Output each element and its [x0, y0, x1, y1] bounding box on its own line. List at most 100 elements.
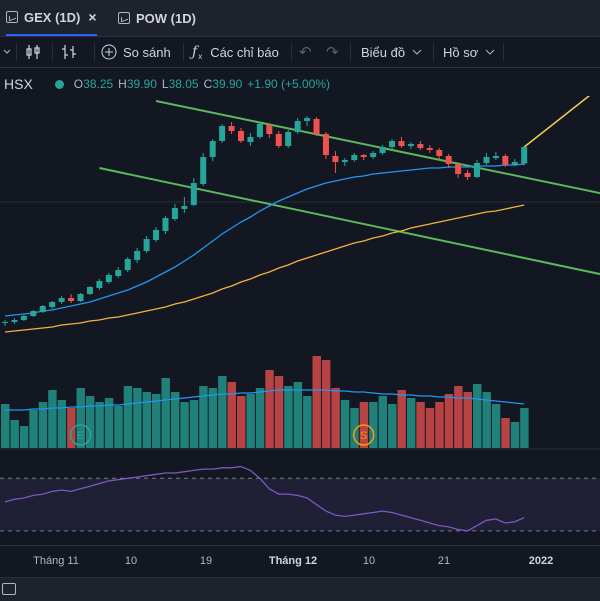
- chart-layout-label: Biểu đồ: [361, 44, 406, 60]
- indicators-label: Các chỉ báo: [210, 44, 279, 60]
- bottom-bar: [0, 577, 600, 601]
- volume-bar: [435, 402, 444, 448]
- plus-circle-icon: [101, 44, 117, 60]
- exchange-label: HSX: [4, 76, 33, 92]
- candle-body: [171, 208, 178, 219]
- undo-icon[interactable]: ↶: [299, 44, 312, 61]
- volume-bar: [388, 404, 397, 448]
- toolbar-divider: [503, 43, 504, 61]
- oscillator-band: [0, 478, 600, 531]
- market-status-dot: [54, 79, 64, 89]
- toolbar: So sánh ƒ x Các chỉ báo ↶ ↷ Biểu đồ Hồ s…: [0, 37, 600, 68]
- candle-body: [455, 164, 462, 174]
- volume-bar: [350, 408, 359, 448]
- candles-style-icon[interactable]: [24, 37, 42, 67]
- close-icon[interactable]: ×: [88, 9, 97, 25]
- candle-body: [143, 239, 150, 251]
- chart-layout-button[interactable]: Biểu đồ: [361, 37, 423, 67]
- candle-body: [370, 153, 377, 157]
- volume-bar: [29, 410, 38, 448]
- oscillator-line: [4, 465, 525, 532]
- high-label: H: [118, 77, 127, 91]
- candle-body: [483, 157, 490, 163]
- change-value: +1.90 (+5.00%): [247, 77, 331, 91]
- candle-body: [332, 156, 339, 162]
- volume-bar: [85, 396, 95, 448]
- candle-body: [2, 322, 8, 323]
- volume-bar: [473, 384, 482, 448]
- calendar-icon[interactable]: [2, 583, 16, 595]
- candle-body: [426, 148, 433, 150]
- fast-moving-average-line: [4, 163, 525, 317]
- candle-body: [351, 155, 358, 160]
- indicators-button[interactable]: ƒ x Các chỉ báo: [192, 37, 279, 67]
- compare-button[interactable]: So sánh: [100, 37, 171, 67]
- candle-body: [313, 119, 320, 134]
- volume-bar: [501, 418, 510, 448]
- slow-moving-average-line: [4, 204, 525, 333]
- candle-body: [86, 287, 93, 294]
- volume-bar: [38, 402, 48, 448]
- tab-bar: GEX (1D) × POW (1D): [0, 0, 600, 37]
- interval-bars-icon[interactable]: [60, 37, 86, 67]
- candle-body: [209, 141, 216, 157]
- volume-bar: [48, 390, 57, 448]
- volume-bar: [321, 360, 331, 448]
- time-axis[interactable]: Tháng 11 10 19 Tháng 12 10 21 2022: [0, 545, 600, 578]
- volume-bar: [152, 394, 161, 448]
- low-value: 38.05: [168, 77, 199, 91]
- candle-body: [105, 275, 112, 282]
- volume-bar: [444, 394, 454, 448]
- volume-average-line: [5, 389, 525, 411]
- volume-bar: [218, 376, 227, 448]
- volume-bar: [303, 396, 312, 448]
- x-tick-label: 2022: [528, 555, 554, 567]
- volume-bar: [463, 392, 472, 448]
- candle-body: [20, 316, 27, 320]
- candle-body: [200, 157, 207, 184]
- candle-body: [304, 118, 311, 121]
- candle-body: [134, 251, 141, 260]
- candle-body: [49, 302, 56, 307]
- volume-bar: [378, 396, 388, 448]
- split-marker-circle: [352, 424, 375, 446]
- volume-bar: [284, 386, 293, 448]
- earnings-marker-label: E: [77, 430, 84, 442]
- candle-body: [115, 270, 122, 276]
- volume-bar: [425, 408, 435, 448]
- volume-bar: [520, 408, 529, 448]
- chevron-down-icon[interactable]: [2, 37, 12, 67]
- volume-bar: [491, 404, 501, 448]
- function-icon-sub: x: [198, 51, 203, 61]
- redo-icon[interactable]: ↷: [326, 44, 339, 61]
- candle-body: [153, 230, 160, 240]
- lower-trendline: [99, 167, 600, 276]
- close-value: 39.90: [212, 77, 243, 91]
- volume-bar: [397, 390, 406, 448]
- tab-gex[interactable]: GEX (1D) ×: [6, 0, 97, 36]
- candle-body: [285, 132, 292, 146]
- candle-body: [219, 126, 226, 141]
- candle-body: [68, 298, 75, 301]
- volume-bar: [10, 420, 19, 448]
- candle-body: [511, 162, 518, 165]
- tab-pow[interactable]: POW (1D): [118, 0, 196, 36]
- volume-bar: [406, 398, 416, 448]
- candle-body: [162, 218, 169, 231]
- chevron-down-icon: [485, 49, 495, 55]
- candle-body: [77, 294, 84, 301]
- candle-body: [474, 163, 480, 177]
- toolbar-divider: [94, 43, 95, 61]
- volume-bar: [170, 392, 180, 448]
- volume-bar: [133, 388, 142, 448]
- chart-icon: [6, 11, 18, 23]
- earnings-marker-circle: [69, 424, 92, 446]
- toolbar-divider: [291, 43, 292, 61]
- profile-button[interactable]: Hồ sơ: [443, 37, 496, 67]
- candle-body: [417, 144, 424, 148]
- volume-bar: [416, 402, 425, 448]
- toolbar-divider: [16, 43, 17, 61]
- candle-body: [492, 156, 499, 158]
- toolbar-divider: [52, 43, 53, 61]
